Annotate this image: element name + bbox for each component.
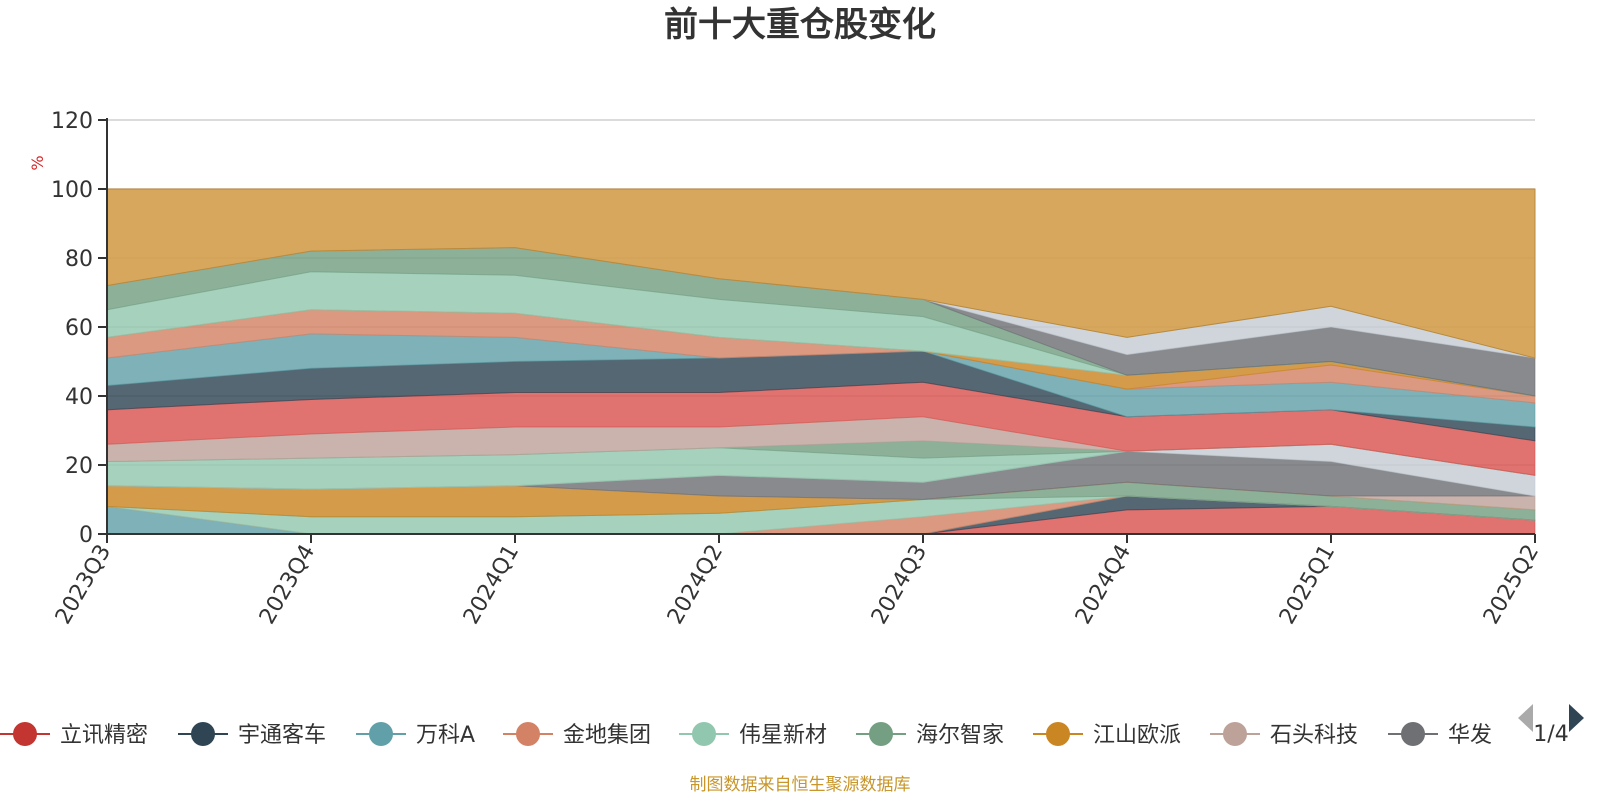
x-tick-label: 2024Q2 <box>663 541 728 629</box>
legend-item[interactable]: 华发 <box>1388 722 1492 748</box>
y-tick-label: 0 <box>79 523 93 548</box>
triangle-right-icon[interactable] <box>1569 704 1584 732</box>
legend-marker-icon <box>191 722 215 746</box>
x-tick-label: 2023Q3 <box>51 541 116 629</box>
legend-marker-icon <box>1223 722 1247 746</box>
legend-label: 华发 <box>1448 723 1492 748</box>
y-tick-label: 80 <box>65 247 93 272</box>
x-tick-label: 2023Q4 <box>255 541 320 629</box>
legend-label: 立讯精密 <box>60 723 148 748</box>
legend-marker-icon <box>1046 722 1070 746</box>
y-tick-label: 20 <box>65 454 93 479</box>
legend-item[interactable]: 江山欧派 <box>1033 722 1181 748</box>
data-source-note: 制图数据来自恒生聚源数据库 <box>690 775 911 795</box>
area-series-group <box>106 188 1536 535</box>
legend-label: 江山欧派 <box>1093 723 1181 748</box>
legend-label: 万科A <box>416 723 475 748</box>
legend: 立讯精密 宇通客车 万科A 金地集团 伟星新材 海尔智家 江山欧派 石头科技 华发 <box>0 722 1492 748</box>
y-axis-unit: % <box>28 155 47 170</box>
x-tick-label: 2024Q1 <box>459 541 524 629</box>
legend-marker-icon <box>369 722 393 746</box>
x-tick-label: 2025Q2 <box>1479 541 1544 629</box>
legend-marker-icon <box>13 722 37 746</box>
y-tick-label: 60 <box>65 316 93 341</box>
legend-item[interactable]: 立讯精密 <box>0 722 148 748</box>
triangle-left-icon[interactable] <box>1518 704 1533 732</box>
legend-item[interactable]: 万科A <box>356 722 475 748</box>
legend-marker-icon <box>516 722 540 746</box>
legend-marker-icon <box>1401 722 1425 746</box>
y-tick-label: 40 <box>65 385 93 410</box>
y-tick-label: 120 <box>51 109 93 134</box>
legend-pager: 1/4 <box>1518 704 1584 747</box>
legend-marker-icon <box>692 722 716 746</box>
legend-label: 宇通客车 <box>238 723 326 748</box>
legend-label: 海尔智家 <box>916 723 1004 748</box>
area-series-top <box>106 188 1536 359</box>
legend-item[interactable]: 金地集团 <box>503 722 651 748</box>
x-tick-label: 2024Q4 <box>1071 541 1136 629</box>
legend-item[interactable]: 宇通客车 <box>178 722 326 748</box>
chart-title: 前十大重仓股变化 <box>664 5 936 45</box>
legend-item[interactable]: 伟星新材 <box>679 722 827 748</box>
legend-label: 金地集团 <box>563 723 651 748</box>
pager-label: 1/4 <box>1533 722 1568 747</box>
x-tick-label: 2025Q1 <box>1275 541 1340 629</box>
legend-label: 石头科技 <box>1270 723 1358 748</box>
legend-label: 伟星新材 <box>739 723 827 748</box>
legend-item[interactable]: 石头科技 <box>1210 722 1358 748</box>
x-tick-label: 2024Q3 <box>867 541 932 629</box>
y-tick-label: 100 <box>51 178 93 203</box>
legend-marker-icon <box>869 722 893 746</box>
legend-item[interactable]: 海尔智家 <box>856 722 1004 748</box>
